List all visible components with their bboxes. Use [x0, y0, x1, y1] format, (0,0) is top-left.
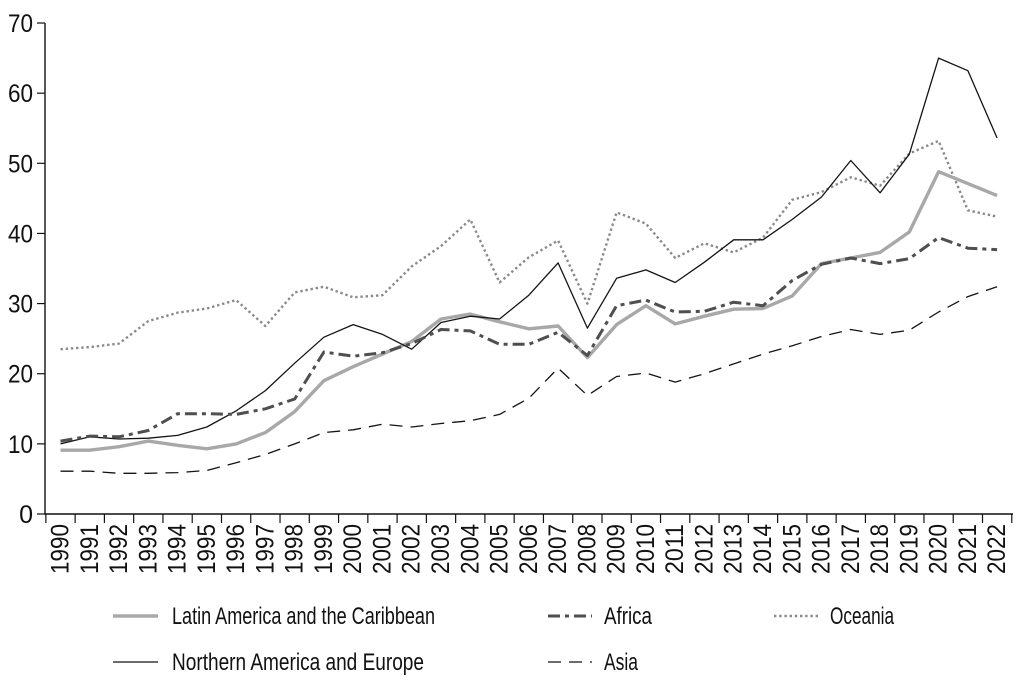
x-tick-label-1995: 1995: [193, 524, 221, 574]
x-tick-label-1992: 1992: [105, 524, 133, 574]
x-tick-label-1991: 1991: [76, 524, 104, 574]
axis-spines: [44, 23, 1013, 515]
chart-legend: Latin America and the Caribbean Africa O…: [113, 603, 894, 676]
legend-label-africa: Africa: [604, 603, 653, 630]
legend-item-asia: Asia: [548, 649, 638, 676]
x-tick-label-2015: 2015: [778, 524, 806, 574]
legend-item-latin-america: Latin America and the Caribbean: [113, 603, 435, 630]
plot-area: [60, 57, 998, 474]
x-tick-label-2000: 2000: [339, 524, 367, 574]
x-tick-label-1994: 1994: [164, 524, 192, 574]
legend-label-oceania: Oceania: [830, 603, 894, 630]
x-tick-label-2018: 2018: [866, 524, 894, 574]
legend-label-asia: Asia: [604, 649, 638, 676]
series-path-oceania: [60, 139, 998, 351]
x-tick-label-2009: 2009: [603, 524, 631, 574]
y-tick-label-50: 50: [8, 150, 33, 178]
x-tick-label-1993: 1993: [134, 524, 162, 574]
x-tick-label-2021: 2021: [954, 524, 982, 574]
x-tick-label-2017: 2017: [837, 524, 865, 574]
series-path-africa: [60, 236, 998, 443]
x-tick-label-1990: 1990: [47, 524, 75, 574]
legend-item-northern-america-europe: Northern America and Europe: [113, 649, 424, 676]
y-tick-label-0: 0: [19, 501, 33, 529]
y-tick-label-60: 60: [8, 80, 33, 108]
series-path-asia: [60, 286, 998, 474]
x-tick-label-2008: 2008: [573, 524, 601, 574]
y-tick-label-10: 10: [8, 431, 33, 459]
legend-item-africa: Africa: [548, 603, 653, 630]
x-tick-label-2020: 2020: [925, 524, 953, 574]
x-tick-label-2002: 2002: [398, 524, 426, 574]
x-tick-label-2016: 2016: [808, 524, 836, 574]
legend-label-northern-america-europe: Northern America and Europe: [172, 649, 424, 676]
y-tick-label-40: 40: [8, 220, 33, 248]
y-tick-label-70: 70: [8, 10, 33, 38]
x-tick-label-2011: 2011: [661, 524, 689, 574]
x-tick-label-2004: 2004: [456, 524, 484, 574]
y-tick-label-30: 30: [8, 291, 33, 319]
x-tick-label-2007: 2007: [544, 524, 572, 574]
x-tick-label-1998: 1998: [281, 524, 309, 574]
x-tick-label-2019: 2019: [895, 524, 923, 574]
x-tick-label-2001: 2001: [368, 524, 396, 574]
x-tick-label-1997: 1997: [251, 524, 279, 574]
series-path-latin-america-and-the-caribbean: [60, 170, 998, 452]
x-tick-label-1996: 1996: [222, 524, 250, 574]
legend-item-oceania: Oceania: [774, 603, 894, 630]
x-tick-label-2012: 2012: [690, 524, 718, 574]
y-tick-label-20: 20: [8, 361, 33, 389]
x-tick-label-2014: 2014: [749, 524, 777, 574]
x-tick-label-2010: 2010: [632, 524, 660, 574]
x-tick-label-2006: 2006: [515, 524, 543, 574]
x-tick-label-1999: 1999: [310, 524, 338, 574]
legend-label-latin-america: Latin America and the Caribbean: [172, 603, 435, 630]
x-tick-label-2022: 2022: [983, 524, 1011, 574]
series-path-northern-america-and-europe: [60, 57, 998, 445]
x-tick-label-2005: 2005: [486, 524, 514, 574]
x-tick-label-2003: 2003: [427, 524, 455, 574]
x-tick-label-2013: 2013: [720, 524, 748, 574]
